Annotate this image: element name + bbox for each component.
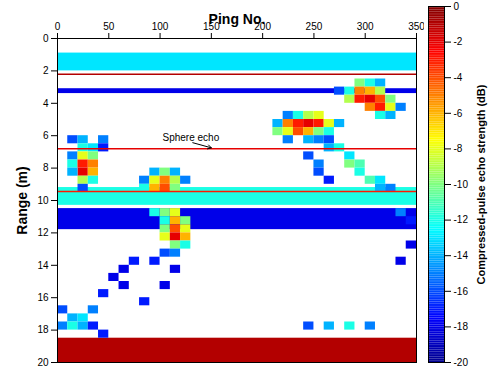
svg-text:16: 16 — [37, 292, 49, 303]
svg-text:Ping No.: Ping No. — [209, 11, 266, 27]
svg-text:-8: -8 — [454, 143, 463, 154]
svg-text:Sphere echo: Sphere echo — [162, 132, 219, 143]
svg-text:14: 14 — [37, 260, 49, 271]
svg-text:300: 300 — [357, 21, 374, 32]
svg-text:350: 350 — [408, 21, 424, 32]
svg-text:-18: -18 — [454, 321, 469, 332]
svg-text:-2: -2 — [454, 36, 463, 47]
svg-text:0: 0 — [55, 21, 61, 32]
svg-text:Range (m): Range (m) — [14, 166, 30, 234]
svg-text:100: 100 — [152, 21, 169, 32]
svg-text:20: 20 — [37, 357, 49, 368]
svg-text:6: 6 — [43, 130, 49, 141]
svg-text:-6: -6 — [454, 108, 463, 119]
svg-text:-14: -14 — [454, 250, 469, 261]
svg-text:0: 0 — [43, 33, 49, 44]
svg-text:2: 2 — [43, 65, 49, 76]
svg-text:12: 12 — [37, 227, 49, 238]
svg-text:10: 10 — [37, 195, 49, 206]
svg-text:8: 8 — [43, 162, 49, 173]
svg-text:Compressed-pulse echo strength: Compressed-pulse echo strength (dB) — [475, 84, 487, 284]
svg-text:18: 18 — [37, 324, 49, 335]
svg-text:0: 0 — [454, 1, 460, 12]
svg-text:250: 250 — [306, 21, 323, 32]
svg-text:50: 50 — [103, 21, 115, 32]
svg-text:-16: -16 — [454, 286, 469, 297]
svg-text:-4: -4 — [454, 72, 463, 83]
svg-text:-12: -12 — [454, 214, 469, 225]
svg-text:4: 4 — [43, 98, 49, 109]
svg-text:-20: -20 — [454, 357, 469, 368]
svg-text:-10: -10 — [454, 179, 469, 190]
